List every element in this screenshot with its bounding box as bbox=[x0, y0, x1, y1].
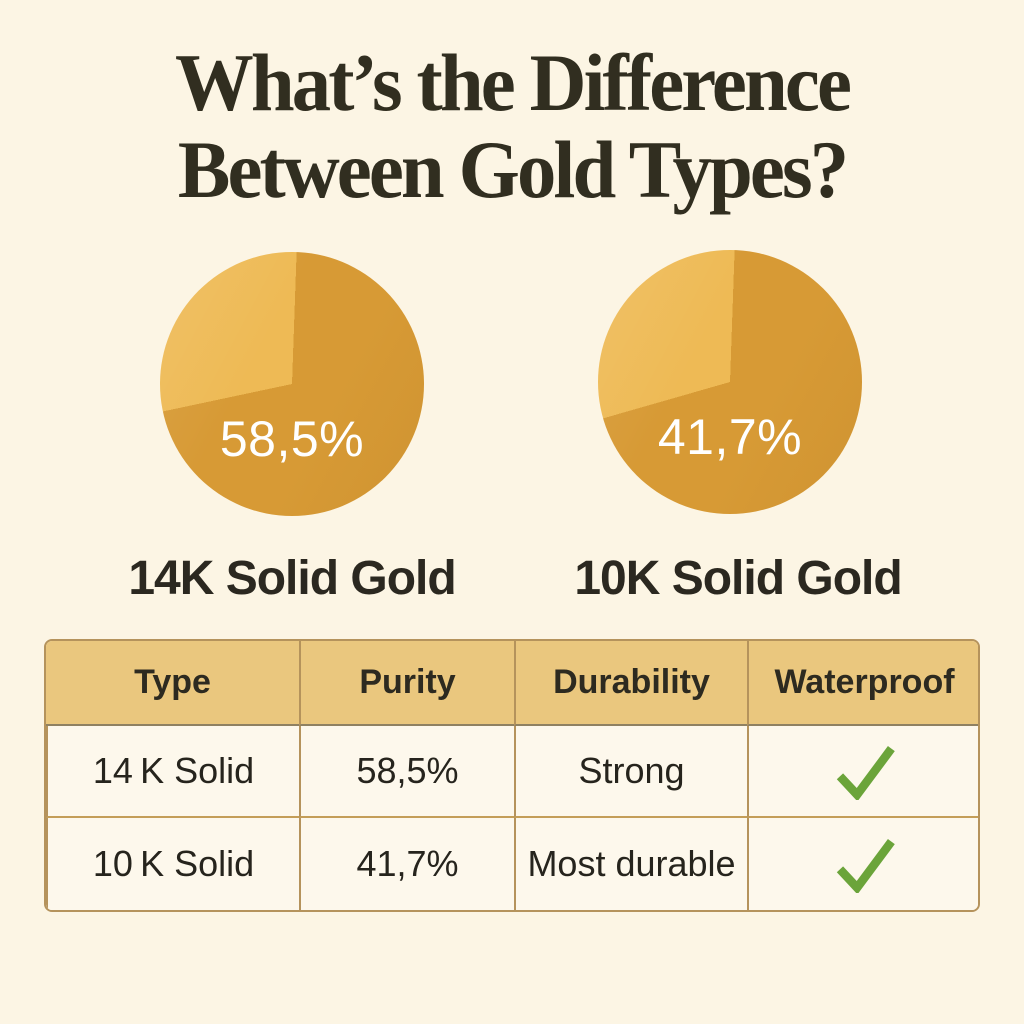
pie-caption-14k-solid-gold: 14K Solid Gold bbox=[128, 552, 456, 605]
pie-caption-10k-solid-gold: 10K Solid Gold bbox=[574, 552, 902, 605]
table-header-purity: Purity bbox=[299, 641, 514, 726]
green-check-icon bbox=[836, 839, 895, 893]
table-header-type: Type bbox=[46, 641, 299, 726]
table-cell-type-10k: 10 K Solid bbox=[46, 818, 299, 910]
table-cell-type-14k: 14 K Solid bbox=[46, 726, 299, 818]
table-cell-durability-14k: Strong bbox=[514, 726, 747, 818]
table-cell-purity-14k: 58,5% bbox=[299, 726, 514, 818]
green-check-icon bbox=[836, 746, 895, 800]
pie-14k-percentage-label: 58,5% bbox=[219, 411, 365, 468]
table-cell-purity-10k: 41,7% bbox=[299, 818, 514, 910]
page-title-line2: Between Gold Types? bbox=[177, 123, 849, 215]
pie-chart-14k-solid-gold: 58,5% bbox=[160, 252, 424, 516]
page-title-line1: What’s the Difference bbox=[174, 37, 852, 128]
comparison-table: Type Purity Durability Waterproof 14 K S… bbox=[44, 639, 980, 912]
table-header-durability: Durability bbox=[514, 641, 747, 726]
page-title: What’s the Difference Between Gold Types… bbox=[20, 37, 1003, 215]
table-cell-waterproof-10k bbox=[747, 818, 978, 910]
table-header-waterproof: Waterproof bbox=[747, 641, 978, 726]
table-cell-durability-10k: Most durable bbox=[514, 818, 747, 910]
pie-10k-percentage-label: 41,7% bbox=[657, 409, 803, 466]
table-cell-waterproof-14k bbox=[747, 726, 978, 818]
pie-chart-10k-solid-gold: 41,7% bbox=[598, 250, 862, 514]
